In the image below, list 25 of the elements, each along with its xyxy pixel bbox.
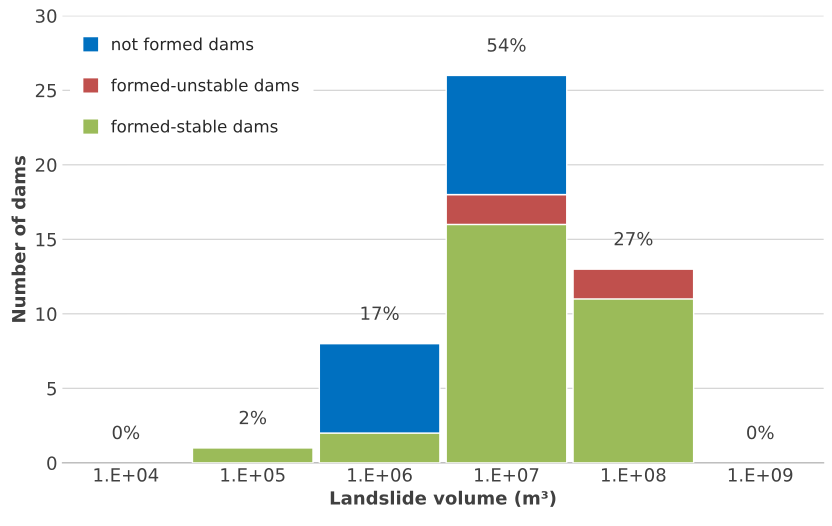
y-tick-label: 25	[36, 84, 56, 98]
x-tick-label: 1.E+04	[94, 468, 158, 482]
annotation: 0%	[747, 426, 774, 440]
y-tick-label: 0	[47, 456, 56, 470]
x-tick-label: 1.E+06	[348, 468, 412, 482]
annotation: 0%	[112, 426, 140, 440]
x-tick-label: 1.E+09	[728, 468, 792, 482]
y-tick-label: 15	[36, 233, 56, 246]
annotation: 27%	[614, 232, 652, 246]
legend-label: formed-unstable dams	[111, 78, 299, 92]
x-tick-label: 1.E+05	[221, 468, 285, 482]
y-axis-title: Number of dams	[12, 156, 26, 322]
x-axis-title: Landslide volume (m³)	[330, 490, 556, 507]
legend-label: not formed dams	[112, 37, 254, 50]
annotation: 54%	[488, 38, 526, 52]
y-tick-label: 5	[47, 382, 56, 396]
y-tick-label: 20	[36, 158, 56, 172]
bar	[192, 447, 314, 463]
y-tick-label: 10	[36, 307, 56, 321]
x-tick-label: 1.E+08	[602, 468, 666, 482]
annotation: 2%	[240, 410, 266, 424]
annotation: 17%	[362, 306, 399, 320]
legend-label: formed-stable dams	[111, 120, 278, 133]
y-tick-label: 30	[36, 9, 56, 23]
x-tick-label: 1.E+07	[475, 468, 538, 482]
